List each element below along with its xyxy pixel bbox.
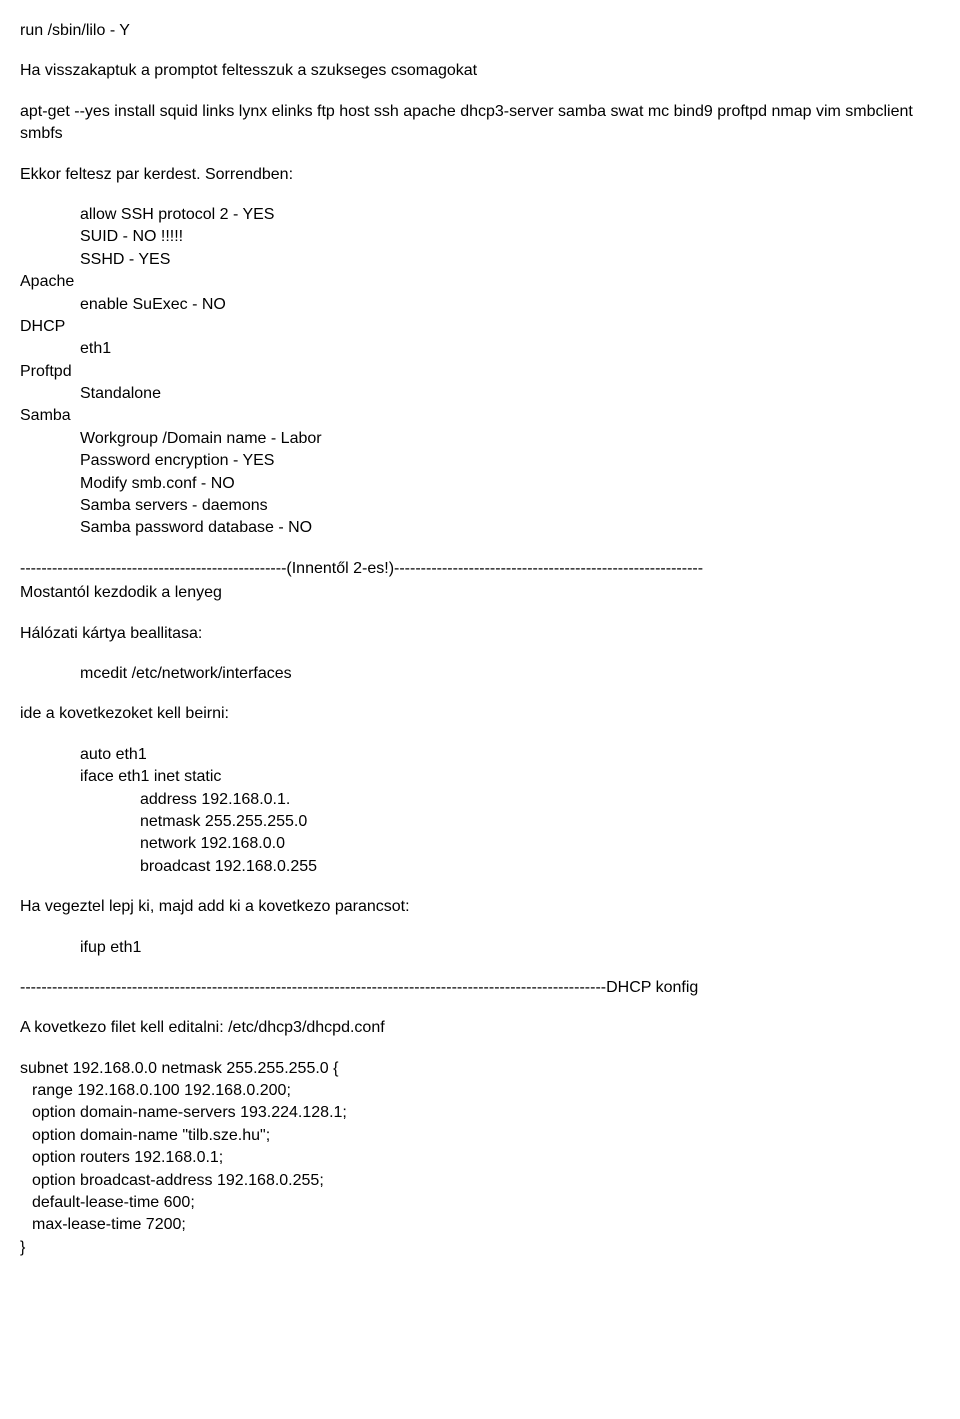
command-line: mcedit /etc/network/interfaces <box>80 663 940 685</box>
text-line: Hálózati kártya beallitasa: <box>20 623 940 645</box>
config-line: option broadcast-address 192.168.0.255; <box>32 1170 940 1192</box>
config-line: netmask 255.255.255.0 <box>140 811 940 833</box>
config-line: option domain-name "tilb.sze.hu"; <box>32 1125 940 1147</box>
text-line: Ha visszakaptuk a promptot feltesszuk a … <box>20 60 940 82</box>
config-line: Password encryption - YES <box>80 450 940 472</box>
config-line: Samba password database - NO <box>80 517 940 539</box>
text-line: Ha vegeztel lepj ki, majd add ki a kovet… <box>20 896 940 918</box>
text-line: Mostantól kezdodik a lenyeg <box>20 582 940 604</box>
config-line: Modify smb.conf - NO <box>80 473 940 495</box>
config-line: auto eth1 <box>80 744 940 766</box>
config-line: subnet 192.168.0.0 netmask 255.255.255.0… <box>20 1058 940 1080</box>
config-line: Samba servers - daemons <box>80 495 940 517</box>
config-line: SUID - NO !!!!! <box>80 226 940 248</box>
section-label-dhcp: DHCP <box>20 316 940 338</box>
config-line: eth1 <box>80 338 940 360</box>
config-line: option domain-name-servers 193.224.128.1… <box>32 1102 940 1124</box>
command-line: ifup eth1 <box>80 937 940 959</box>
section-label-proftpd: Proftpd <box>20 361 940 383</box>
config-line: SSHD - YES <box>80 249 940 271</box>
text-line: ide a kovetkezoket kell beirni: <box>20 703 940 725</box>
config-line: Standalone <box>80 383 940 405</box>
config-line: Workgroup /Domain name - Labor <box>80 428 940 450</box>
config-line: enable SuExec - NO <box>80 294 940 316</box>
config-line: } <box>20 1237 940 1259</box>
config-line: network 192.168.0.0 <box>140 833 940 855</box>
config-line: address 192.168.0.1. <box>140 789 940 811</box>
divider-line: ----------------------------------------… <box>20 977 940 999</box>
text-line: Ekkor feltesz par kerdest. Sorrendben: <box>20 164 940 186</box>
text-line: apt-get --yes install squid links lynx e… <box>20 101 940 146</box>
config-line: broadcast 192.168.0.255 <box>140 856 940 878</box>
config-line: default-lease-time 600; <box>32 1192 940 1214</box>
config-line: allow SSH protocol 2 - YES <box>80 204 940 226</box>
section-label-samba: Samba <box>20 405 940 427</box>
divider-line: ----------------------------------------… <box>20 558 940 580</box>
config-line: max-lease-time 7200; <box>32 1214 940 1236</box>
section-label-apache: Apache <box>20 271 940 293</box>
config-line: iface eth1 inet static <box>80 766 940 788</box>
config-line: option routers 192.168.0.1; <box>32 1147 940 1169</box>
text-line: A kovetkezo filet kell editalni: /etc/dh… <box>20 1017 940 1039</box>
config-line: range 192.168.0.100 192.168.0.200; <box>32 1080 940 1102</box>
text-line: run /sbin/lilo - Y <box>20 20 940 42</box>
